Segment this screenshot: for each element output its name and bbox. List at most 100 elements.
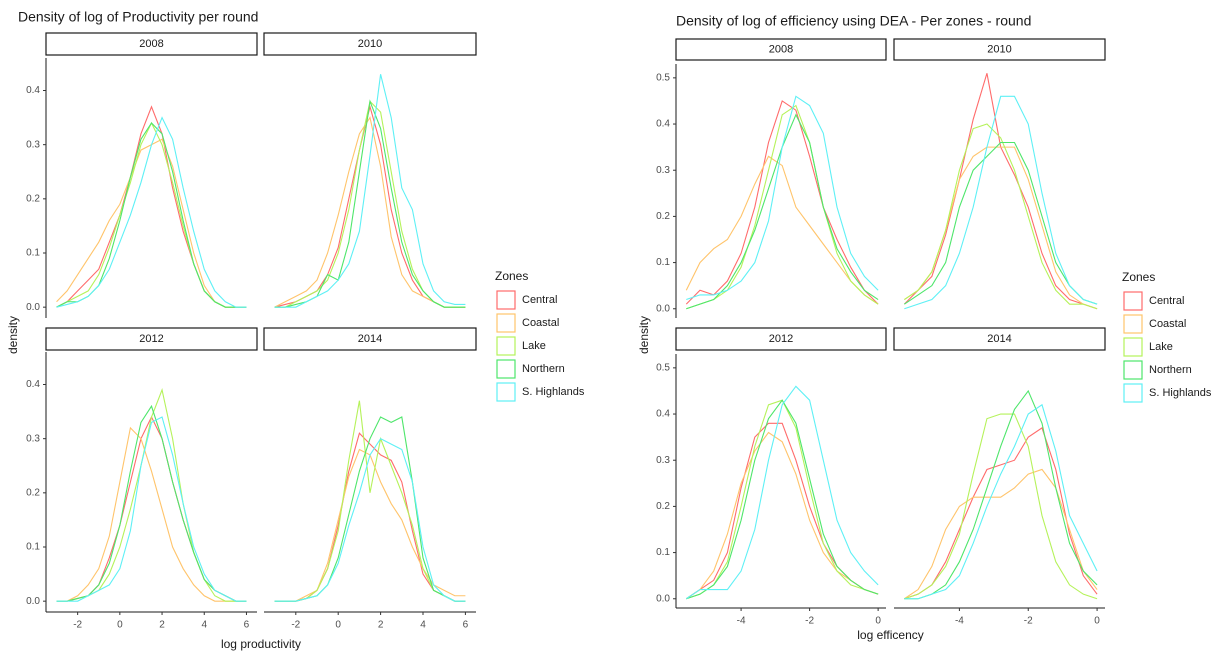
facet-strip	[45, 32, 258, 56]
legend-key	[496, 313, 516, 333]
density-line	[56, 121, 247, 308]
density-line	[56, 138, 247, 308]
legend-key	[1123, 314, 1143, 334]
density-line	[686, 399, 879, 600]
density-line	[56, 404, 247, 602]
density-line	[686, 104, 879, 310]
facet-label: 2010	[987, 43, 1011, 55]
facet-label: 2008	[769, 43, 793, 55]
density-line	[56, 416, 247, 602]
y-tick-label: 0.2	[656, 501, 670, 512]
legend-label: Central	[1149, 295, 1184, 307]
y-tick-label: 0.2	[26, 487, 40, 498]
facet-label: 2014	[358, 333, 382, 345]
legend-key	[1123, 360, 1143, 380]
x-tick-label: -2	[805, 616, 814, 627]
x-tick-label: 2	[378, 620, 384, 631]
x-tick-label: -2	[1024, 616, 1033, 627]
legend-label: Northern	[522, 363, 565, 375]
chart-title: Density of log of Productivity per round	[18, 9, 258, 25]
density-line	[56, 122, 247, 308]
density-line	[274, 74, 466, 308]
y-tick-label: 0.4	[26, 379, 40, 390]
legend-label: Coastal	[1149, 318, 1186, 330]
density-line	[685, 155, 879, 305]
facet-label: 2008	[139, 38, 163, 50]
facet-label: 2010	[358, 38, 382, 50]
legend-key	[496, 359, 516, 379]
y-tick-label: 0.5	[656, 72, 670, 83]
density-line	[274, 100, 466, 308]
density-line	[56, 426, 247, 602]
density-line	[274, 99, 466, 308]
facet-strip	[263, 327, 477, 351]
x-tick-label: 0	[875, 616, 881, 627]
y-tick-label: 0.1	[26, 248, 40, 259]
density-line	[274, 448, 466, 602]
x-tick-label: 0	[117, 620, 123, 631]
density-line	[904, 468, 1098, 600]
density-line	[685, 431, 879, 600]
facet-strip	[45, 327, 258, 351]
x-tick-label: -4	[737, 616, 746, 627]
legend-title: Zones	[1122, 270, 1155, 284]
y-tick-label: 0.4	[26, 85, 40, 96]
y-tick-label: 0.1	[26, 542, 40, 553]
x-tick-label: 6	[244, 620, 250, 631]
y-tick-label: 0.0	[26, 596, 40, 607]
y-tick-label: 0.1	[656, 547, 670, 558]
x-tick-label: 2	[159, 620, 165, 631]
y-tick-label: 0.3	[656, 165, 670, 176]
legend-label: S. Highlands	[1149, 387, 1212, 399]
x-axis-label: log efficency	[857, 628, 924, 642]
density-line	[56, 105, 247, 308]
x-tick-label: -4	[955, 616, 964, 627]
density-line	[685, 100, 879, 305]
facet-label: 2012	[139, 333, 163, 345]
y-tick-label: 0.2	[26, 193, 40, 204]
density-line	[274, 432, 466, 602]
legend-label: Central	[522, 294, 557, 306]
density-line	[904, 403, 1098, 600]
chart-title: Density of log of efficiency using DEA -…	[676, 13, 1031, 29]
facet-strip	[893, 327, 1106, 351]
facet-strip	[675, 327, 887, 351]
y-tick-label: 0.3	[26, 433, 40, 444]
y-tick-label: 0.2	[656, 211, 670, 222]
y-tick-label: 0.1	[656, 257, 670, 268]
density-line	[686, 95, 879, 301]
x-tick-label: 6	[463, 620, 469, 631]
legend-key	[496, 382, 516, 402]
legend-key	[496, 290, 516, 310]
y-axis-label: density	[6, 316, 20, 354]
y-tick-label: 0.0	[656, 593, 670, 604]
x-axis-label: log productivity	[221, 637, 301, 651]
x-tick-label: -2	[73, 620, 82, 631]
x-tick-label: 0	[1094, 616, 1100, 627]
y-tick-label: 0.4	[656, 409, 670, 420]
facet-strip	[675, 38, 887, 61]
y-tick-label: 0.0	[656, 303, 670, 314]
y-tick-label: 0.3	[656, 455, 670, 466]
legend-label: Northern	[1149, 364, 1192, 376]
density-line	[904, 141, 1098, 305]
density-line	[274, 400, 466, 602]
legend-label: S. Highlands	[522, 386, 585, 398]
x-tick-label: 0	[335, 620, 341, 631]
y-axis-label: density	[637, 316, 651, 354]
facet-strip	[263, 32, 477, 56]
legend-title: Zones	[495, 269, 528, 283]
legend-key	[1123, 383, 1143, 403]
legend-key	[1123, 337, 1143, 357]
density-line	[56, 388, 247, 602]
density-line	[686, 399, 879, 600]
density-line	[904, 123, 1098, 310]
density-line	[904, 427, 1098, 600]
density-line	[904, 146, 1098, 310]
density-line	[903, 73, 1098, 310]
legend-label: Lake	[522, 340, 546, 352]
y-tick-label: 0.4	[656, 119, 670, 130]
x-tick-label: -2	[291, 620, 300, 631]
density-line	[685, 422, 879, 600]
